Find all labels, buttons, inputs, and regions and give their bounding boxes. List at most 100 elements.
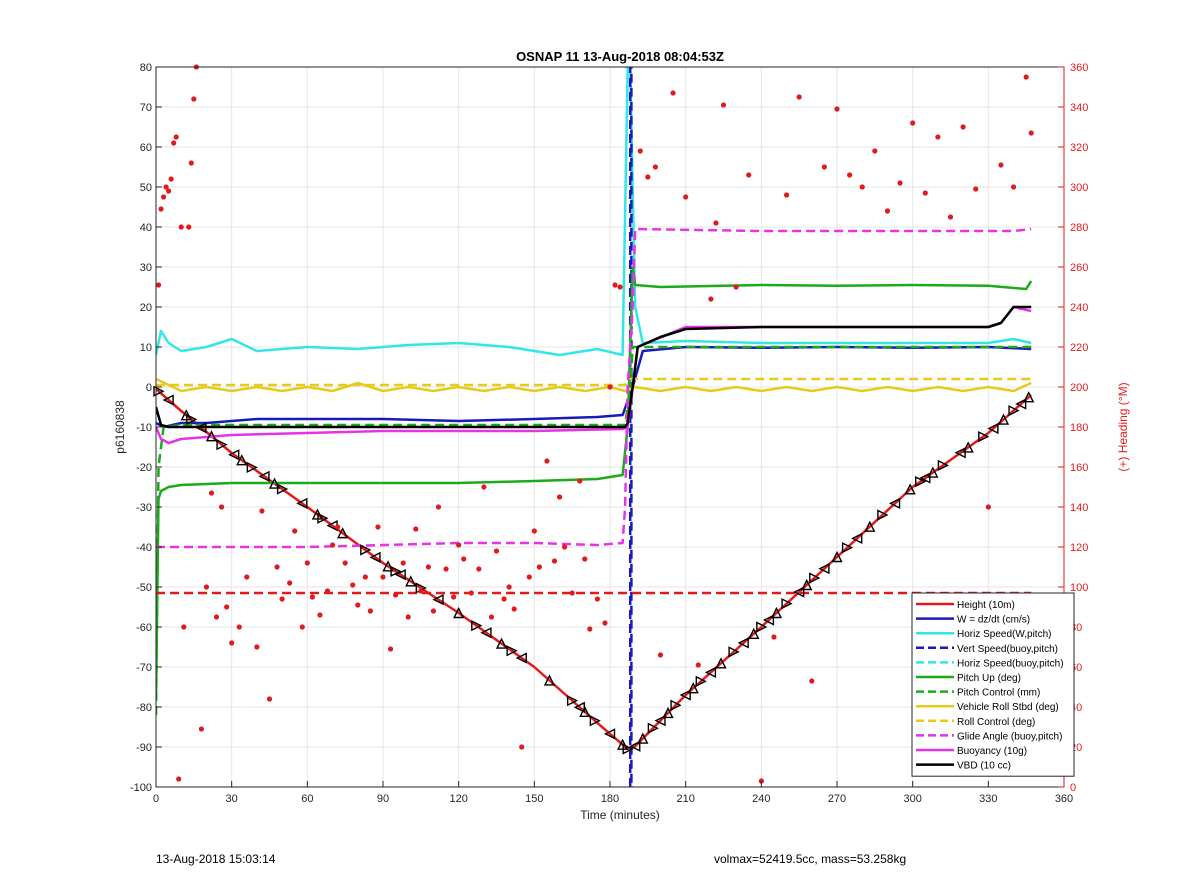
height-marker bbox=[228, 449, 240, 461]
height-marker bbox=[864, 520, 876, 532]
legend-label: Horiz Speed(buoy,pitch) bbox=[957, 658, 1064, 669]
y2-axis-label: (+) Heading (°M) bbox=[1116, 382, 1130, 471]
heading-point bbox=[430, 608, 437, 614]
height-marker bbox=[432, 594, 444, 606]
y-tick-label: 50 bbox=[140, 182, 152, 194]
height-marker bbox=[978, 430, 990, 443]
heading-point bbox=[657, 652, 664, 658]
series-line-11 bbox=[156, 305, 1032, 429]
heading-point bbox=[960, 124, 966, 130]
height-marker bbox=[841, 542, 854, 554]
heading-point bbox=[501, 596, 507, 602]
series-group bbox=[156, 67, 1033, 787]
heading-point bbox=[468, 590, 474, 596]
height-marker bbox=[748, 627, 760, 639]
heading-point bbox=[435, 504, 442, 510]
height-marker bbox=[205, 430, 218, 442]
height-marker bbox=[543, 674, 556, 686]
heading-point bbox=[324, 588, 331, 594]
height-marker bbox=[405, 575, 417, 587]
heading-point bbox=[771, 634, 777, 640]
heading-point bbox=[695, 662, 701, 668]
x-tick-label: 330 bbox=[979, 793, 997, 805]
height-marker bbox=[629, 740, 641, 752]
heading-point bbox=[191, 96, 197, 102]
heading-point bbox=[637, 148, 643, 154]
height-marker bbox=[268, 477, 281, 489]
legend-label: Vert Speed(buoy,pitch) bbox=[957, 644, 1058, 655]
heading-point bbox=[342, 560, 348, 566]
heading-point bbox=[493, 548, 500, 554]
heading-point bbox=[224, 604, 230, 610]
height-marker bbox=[236, 454, 248, 466]
heading-point bbox=[612, 282, 618, 288]
height-marker bbox=[954, 447, 966, 459]
heading-point bbox=[526, 574, 532, 580]
heading-point bbox=[985, 504, 991, 510]
y-tick-label: 40 bbox=[140, 222, 152, 234]
x-tick-label: 150 bbox=[525, 793, 543, 805]
y2-tick-label: 340 bbox=[1070, 102, 1088, 114]
x-tick-label: 270 bbox=[828, 793, 846, 805]
x-tick-label: 210 bbox=[676, 793, 694, 805]
heading-point bbox=[897, 180, 903, 186]
y-tick-label: -70 bbox=[136, 662, 152, 674]
y2-tick-label: 180 bbox=[1070, 422, 1088, 434]
heading-point bbox=[203, 584, 210, 590]
height-marker bbox=[770, 606, 783, 619]
heading-point bbox=[244, 574, 250, 580]
heading-point bbox=[451, 594, 457, 600]
heading-point bbox=[476, 566, 482, 572]
heading-point bbox=[935, 134, 941, 140]
series-line-8 bbox=[156, 377, 1032, 387]
height-marker bbox=[603, 728, 616, 740]
height-marker bbox=[637, 732, 649, 744]
height-marker bbox=[216, 438, 228, 451]
heading-point bbox=[973, 186, 979, 192]
height-marker bbox=[831, 550, 843, 563]
series-line-2 bbox=[156, 67, 1032, 357]
heading-point bbox=[922, 190, 928, 196]
heading-point bbox=[304, 560, 310, 566]
y-tick-label: -50 bbox=[136, 582, 152, 594]
x-tick-label: 120 bbox=[449, 793, 467, 805]
y-tick-label: -40 bbox=[136, 542, 152, 554]
legend-label: Pitch Control (mm) bbox=[957, 688, 1040, 699]
y-tick-label: 20 bbox=[140, 302, 152, 314]
heading-point bbox=[355, 602, 361, 608]
legend-label: Horiz Speed(W,pitch) bbox=[957, 629, 1051, 640]
height-marker bbox=[186, 413, 198, 426]
heading-point bbox=[607, 384, 613, 390]
heading-point bbox=[720, 102, 727, 108]
heading-point bbox=[186, 224, 192, 230]
heading-point bbox=[652, 164, 659, 170]
x-axis-label: Time (minutes) bbox=[580, 808, 660, 822]
heading-point bbox=[461, 556, 467, 562]
height-marker bbox=[851, 532, 863, 544]
heading-point bbox=[443, 566, 449, 572]
heading-point bbox=[160, 194, 167, 200]
heading-point bbox=[998, 162, 1004, 168]
heading-point bbox=[166, 188, 172, 194]
heading-point bbox=[834, 106, 840, 112]
legend-label: Roll Control (deg) bbox=[957, 717, 1035, 728]
height-marker bbox=[1008, 405, 1020, 417]
heading-point bbox=[299, 624, 305, 630]
heading-point bbox=[259, 508, 265, 514]
heading-point bbox=[544, 458, 550, 464]
y-tick-label: -80 bbox=[136, 702, 152, 714]
heading-point bbox=[556, 494, 563, 500]
height-marker bbox=[246, 461, 258, 474]
height-marker bbox=[715, 657, 727, 669]
height-marker bbox=[579, 705, 591, 717]
legend-label: Vehicle Roll Stbd (deg) bbox=[957, 702, 1059, 713]
series-line-3 bbox=[628, 67, 633, 787]
heading-point bbox=[506, 584, 512, 590]
legend-label: Buoyancy (10g) bbox=[957, 746, 1027, 757]
height-marker bbox=[670, 699, 682, 711]
height-marker bbox=[888, 497, 901, 509]
heading-point bbox=[405, 614, 411, 620]
heading-point bbox=[213, 614, 220, 620]
y2-tick-label: 200 bbox=[1070, 382, 1088, 394]
y-tick-label: 60 bbox=[140, 142, 152, 154]
